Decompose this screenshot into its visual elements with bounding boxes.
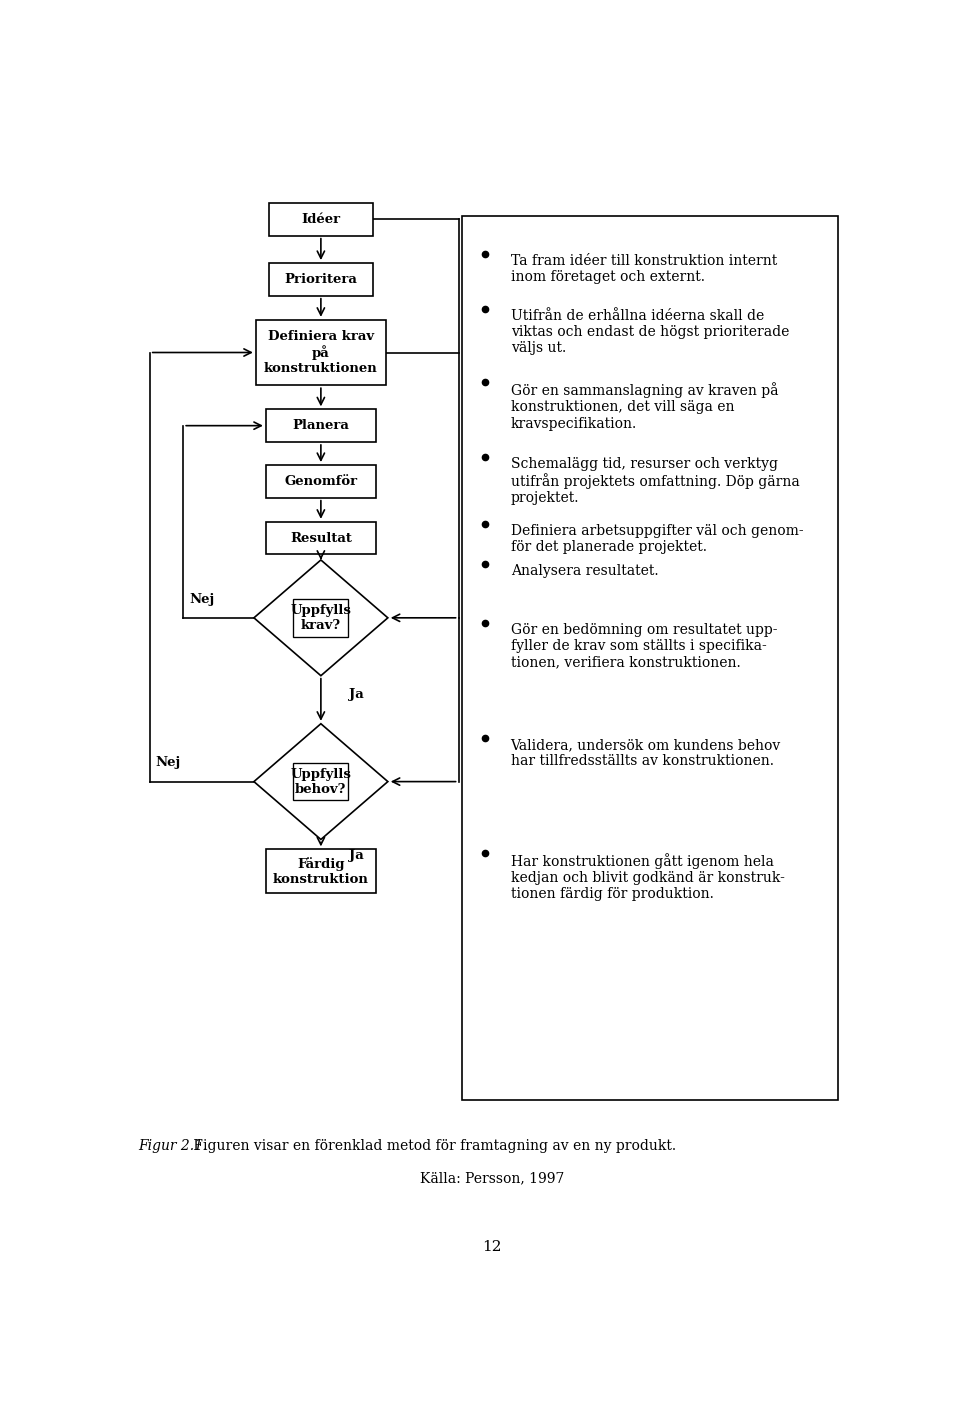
Text: 12: 12 bbox=[482, 1241, 502, 1254]
FancyBboxPatch shape bbox=[269, 262, 372, 296]
Text: Ta fram idéer till konstruktion internt
inom företaget och externt.: Ta fram idéer till konstruktion internt … bbox=[511, 254, 777, 284]
Polygon shape bbox=[253, 560, 388, 676]
FancyBboxPatch shape bbox=[266, 849, 376, 893]
Text: Validera, undersök om kundens behov
har tillfredsställts av konstruktionen.: Validera, undersök om kundens behov har … bbox=[511, 737, 780, 769]
Text: Resultat: Resultat bbox=[290, 532, 351, 545]
Text: Gör en sammanslagning av kraven på
konstruktionen, det vill säga en
kravspecifik: Gör en sammanslagning av kraven på konst… bbox=[511, 383, 779, 431]
Text: Figuren visar en förenklad metod för framtagning av en ny produkt.: Figuren visar en förenklad metod för fra… bbox=[189, 1139, 676, 1153]
Text: Färdig
konstruktion: Färdig konstruktion bbox=[273, 856, 369, 886]
FancyBboxPatch shape bbox=[269, 203, 372, 235]
Text: Gör en bedömning om resultatet upp-
fyller de krav som ställts i specifika-
tion: Gör en bedömning om resultatet upp- fyll… bbox=[511, 623, 777, 669]
Text: Analysera resultatet.: Analysera resultatet. bbox=[511, 563, 659, 577]
Text: Ja: Ja bbox=[349, 849, 364, 862]
Text: Källa: Persson, 1997: Källa: Persson, 1997 bbox=[420, 1171, 564, 1185]
Text: Uppfylls
behov?: Uppfylls behov? bbox=[291, 767, 351, 795]
Text: Nej: Nej bbox=[156, 756, 181, 770]
Polygon shape bbox=[253, 723, 388, 839]
FancyBboxPatch shape bbox=[266, 465, 376, 498]
Text: Planera: Planera bbox=[293, 420, 349, 432]
Text: Uppfylls
krav?: Uppfylls krav? bbox=[291, 604, 351, 632]
Text: Definiera arbetsuppgifter väl och genom-
för det planerade projektet.: Definiera arbetsuppgifter väl och genom-… bbox=[511, 523, 804, 554]
Text: Ja: Ja bbox=[349, 688, 364, 700]
FancyBboxPatch shape bbox=[266, 410, 376, 442]
Text: Nej: Nej bbox=[189, 593, 214, 605]
Text: Prioritera: Prioritera bbox=[284, 272, 357, 286]
FancyBboxPatch shape bbox=[294, 598, 348, 637]
FancyBboxPatch shape bbox=[266, 522, 376, 554]
FancyBboxPatch shape bbox=[294, 763, 348, 800]
Text: Idéer: Idéer bbox=[301, 213, 341, 225]
FancyBboxPatch shape bbox=[463, 216, 838, 1100]
Text: Har konstruktionen gått igenom hela
kedjan och blivit godkänd är konstruk-
tione: Har konstruktionen gått igenom hela kedj… bbox=[511, 852, 784, 900]
Text: Schemalägg tid, resurser och verktyg
utifrån projektets omfattning. Döp gärna
pr: Schemalägg tid, resurser och verktyg uti… bbox=[511, 457, 800, 505]
Text: Utifrån de erhållna idéerna skall de
viktas och endast de högst prioriterade
väl: Utifrån de erhållna idéerna skall de vik… bbox=[511, 309, 789, 356]
Text: Figur 2.1.: Figur 2.1. bbox=[138, 1139, 208, 1153]
FancyBboxPatch shape bbox=[255, 319, 386, 386]
Text: Genomför: Genomför bbox=[284, 475, 357, 488]
Text: Definiera krav
på
konstruktionen: Definiera krav på konstruktionen bbox=[264, 330, 377, 376]
